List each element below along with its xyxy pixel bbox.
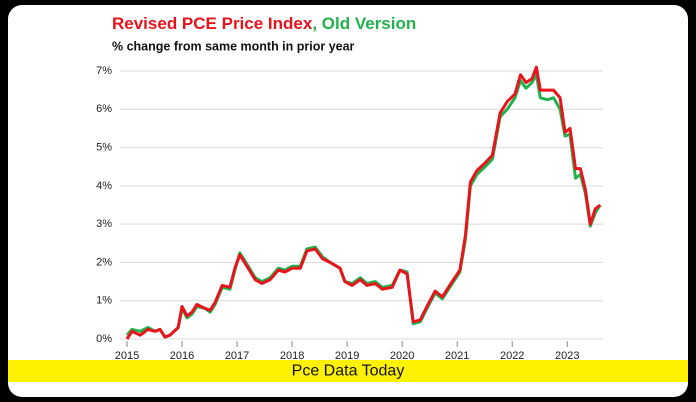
chart-title: Revised PCE Price Index, Old Version — [112, 14, 416, 33]
y-tick-label: 6% — [96, 103, 112, 115]
y-tick-label: 1% — [96, 295, 112, 307]
x-tick-label: 2023 — [555, 350, 579, 362]
series-line — [125, 65, 602, 340]
x-tick-label: 2021 — [445, 350, 469, 362]
banner: Pce Data Today — [292, 363, 405, 380]
y-tick-label: 4% — [96, 180, 112, 192]
title-revised: Revised PCE Price Index — [112, 14, 313, 33]
banner-bg — [8, 360, 688, 382]
y-tick-label: 7% — [96, 65, 112, 77]
title-old: Old Version — [322, 14, 416, 33]
x-tick-label: 2020 — [390, 350, 414, 362]
y-tick-label: 0% — [96, 333, 112, 345]
y-tick-label: 2% — [96, 256, 112, 268]
x-tick-label: 2022 — [500, 350, 524, 362]
x-tick-label: 2019 — [335, 350, 359, 362]
x-tick-label: 2016 — [170, 350, 194, 362]
title-separator: , — [312, 14, 321, 33]
panel — [8, 5, 688, 397]
x-tick-label: 2017 — [225, 350, 249, 362]
x-tick-label: 2018 — [280, 350, 304, 362]
chart-subtitle: % change from same month in prior year — [112, 39, 355, 53]
x-tick-label: 2015 — [115, 350, 139, 362]
y-tick-label: 3% — [96, 218, 112, 230]
y-tick-label: 5% — [96, 141, 112, 153]
